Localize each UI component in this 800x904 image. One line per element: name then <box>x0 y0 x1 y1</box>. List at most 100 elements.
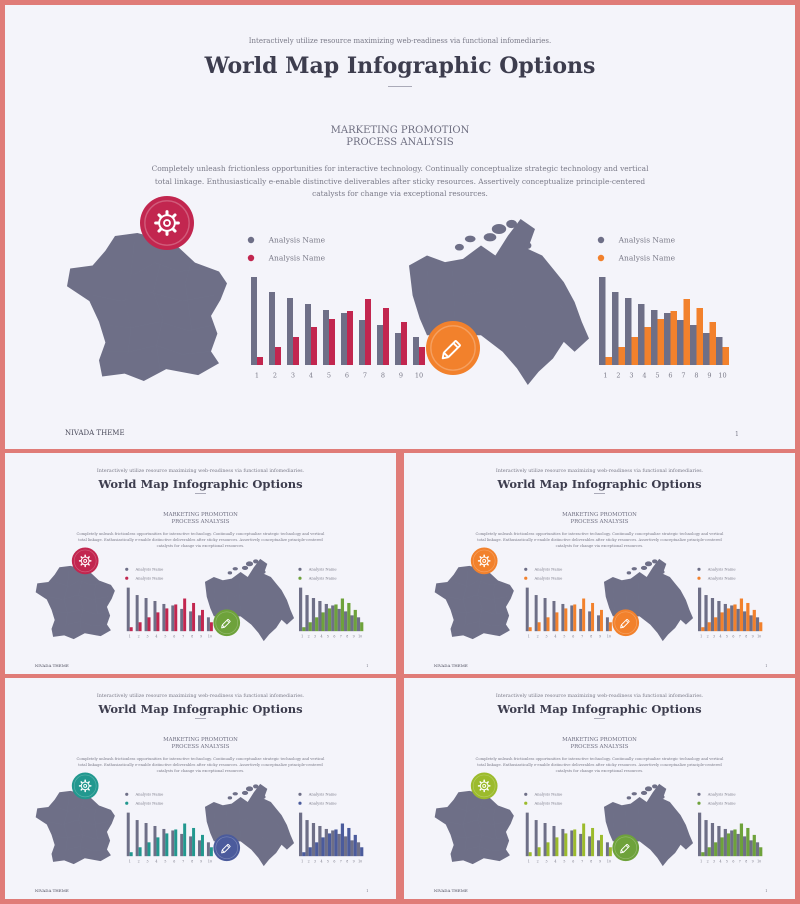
bar-series2-2 <box>707 847 711 857</box>
bar-series2-10 <box>759 847 763 857</box>
slide-5[interactable]: Interactively utilize resource maximizin… <box>404 678 795 899</box>
bar-series1-7 <box>359 320 365 365</box>
bar-series2-2 <box>308 847 312 857</box>
bar-series1-10 <box>206 617 210 632</box>
bar-series2-4 <box>311 327 317 365</box>
pencil-icon <box>213 609 241 637</box>
slide-1[interactable]: Interactively utilize resource maximizin… <box>5 5 795 449</box>
bar-series1-3 <box>144 823 148 857</box>
description-paragraph: Completely unleash frictionless opportun… <box>76 757 325 774</box>
tick-label: 1 <box>603 371 607 379</box>
bar-series1-8 <box>344 611 348 632</box>
legend-label: Analysis Name <box>533 568 562 572</box>
bar-series1-4 <box>638 304 645 365</box>
slide-4[interactable]: Interactively utilize resource maximizin… <box>5 678 396 899</box>
legend-left: Analysis Name Analysis Name <box>125 568 163 581</box>
pencil-icon <box>213 834 241 862</box>
slide-title: World Map Infographic Options <box>497 476 702 491</box>
bar-series2-6 <box>347 311 353 365</box>
tick-label: 7 <box>739 634 741 638</box>
canada-map <box>204 558 295 642</box>
bar-series1-3 <box>625 298 632 365</box>
pencil-icon <box>426 321 480 375</box>
legend-label: Analysis Name <box>268 254 326 263</box>
bar-series1-4 <box>552 600 556 632</box>
tick-label: 9 <box>399 371 403 379</box>
tick-label: 7 <box>581 859 583 863</box>
tick-label: 3 <box>629 371 633 379</box>
description-paragraph: Completely unleash frictionless opportun… <box>151 164 649 198</box>
tick-label: 4 <box>554 634 556 638</box>
slide-2[interactable]: Interactively utilize resource maximizin… <box>5 453 396 674</box>
bar-series1-9 <box>350 840 354 857</box>
bar-series1-9 <box>749 615 753 632</box>
bar-series1-5 <box>561 828 565 857</box>
section-heading: MARKETING PROMOTION PROCESS ANALYSIS <box>562 512 637 525</box>
legend-left: Analysis Name Analysis Name <box>524 568 562 581</box>
bar-series1-5 <box>162 828 166 857</box>
legend-right: Analysis Name Analysis Name <box>697 793 736 806</box>
tick-label: 8 <box>346 634 348 638</box>
legend-label: Analysis Name <box>134 577 163 581</box>
bar-series1-6 <box>331 605 335 632</box>
bar-series2-8 <box>591 827 595 857</box>
bar-series1-4 <box>153 825 157 857</box>
bar-series2-10 <box>608 622 612 632</box>
tick-label: 6 <box>173 859 175 863</box>
footer-brand: NIVADA THEME <box>34 887 69 893</box>
tick-label: 3 <box>314 634 316 638</box>
bar-series2-3 <box>315 617 319 632</box>
tick-label: 10 <box>718 371 726 379</box>
tick-label: 5 <box>327 634 329 638</box>
legend-label: Analysis Name <box>707 793 736 797</box>
bar-series1-10 <box>413 337 419 365</box>
bar-chart-right: 1 2 3 4 5 6 7 8 9 10 <box>697 587 763 638</box>
bar-series2-2 <box>308 622 312 632</box>
bar-series2-8 <box>746 827 750 857</box>
bar-series1-10 <box>755 842 760 857</box>
tick-label: 10 <box>208 634 212 638</box>
bar-chart-right: 1 2 3 4 5 6 7 8 9 10 <box>697 812 763 863</box>
bar-series2-10 <box>360 622 364 632</box>
bar-series2-6 <box>174 829 178 857</box>
bar-series2-2 <box>138 847 142 857</box>
bar-series2-7 <box>183 598 187 632</box>
tick-label: 1 <box>700 634 702 638</box>
bar-series1-7 <box>180 833 184 857</box>
tick-label: 9 <box>353 859 355 863</box>
bar-series2-6 <box>733 604 737 632</box>
legend-label: Analysis Name <box>618 254 676 263</box>
canada-map <box>204 783 295 867</box>
tick-label: 2 <box>707 859 709 863</box>
bar-series1-3 <box>144 598 148 632</box>
bar-series1-4 <box>305 304 311 365</box>
bar-series2-7 <box>739 598 744 632</box>
bar-series1-7 <box>579 608 583 632</box>
bar-chart-right: 1 2 3 4 5 6 7 8 9 10 <box>298 587 364 638</box>
bar-series2-2 <box>275 347 281 365</box>
tick-label: 7 <box>182 634 184 638</box>
tick-label: 6 <box>668 371 672 379</box>
bar-series2-3 <box>546 617 550 632</box>
bar-series1-6 <box>570 830 574 857</box>
bar-series2-6 <box>334 829 338 857</box>
slide-3[interactable]: Interactively utilize resource maximizin… <box>404 453 795 674</box>
tick-label: 10 <box>358 859 362 863</box>
bar-series1-2 <box>534 595 538 632</box>
bar-series2-7 <box>582 823 586 857</box>
tick-label: 5 <box>563 634 565 638</box>
slide-title: World Map Infographic Options <box>204 53 596 79</box>
bar-series2-5 <box>327 608 332 632</box>
bar-series1-2 <box>135 820 139 857</box>
bar-series1-5 <box>324 828 328 857</box>
bar-series1-9 <box>749 840 753 857</box>
tick-label: 5 <box>164 634 166 638</box>
tick-label: 4 <box>320 859 322 863</box>
bar-series1-10 <box>356 842 361 857</box>
legend-label: Analysis Name <box>533 802 562 806</box>
gear-icon <box>470 772 498 800</box>
bar-series1-7 <box>736 833 740 857</box>
bar-series2-9 <box>599 609 603 632</box>
